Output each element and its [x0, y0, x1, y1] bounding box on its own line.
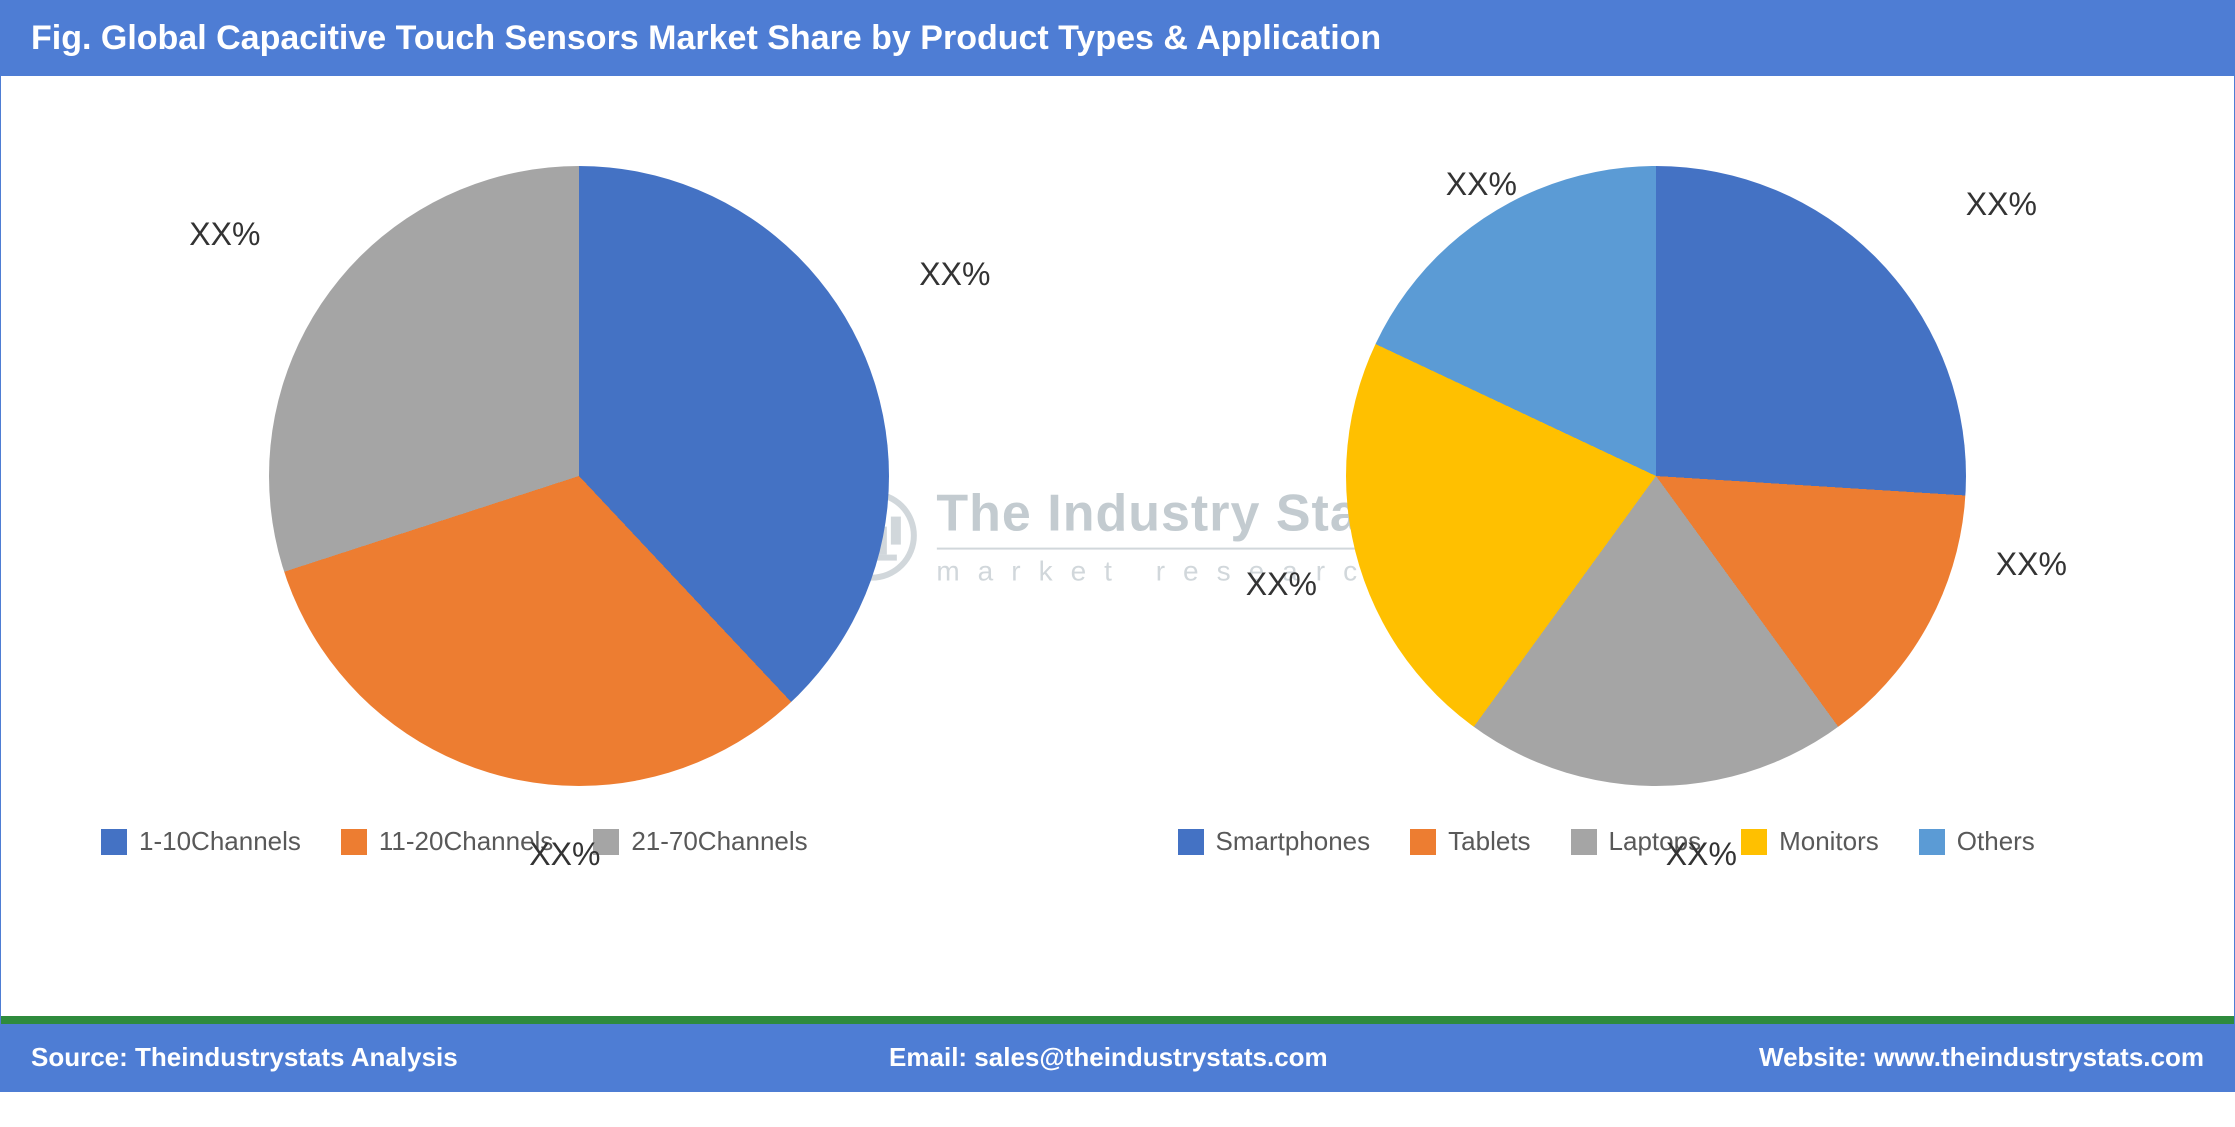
pie-left — [269, 166, 889, 786]
legend-swatch-icon — [341, 829, 367, 855]
legend-item: 21-70Channels — [593, 826, 807, 857]
slice-label: XX% — [1446, 166, 1517, 203]
legend-application: SmartphonesTabletsLaptopsMonitorsOthers — [1118, 786, 2195, 857]
slice-label: XX% — [1246, 566, 1317, 603]
legend-label: 21-70Channels — [631, 826, 807, 857]
legend-item: Monitors — [1741, 826, 1879, 857]
legend-swatch-icon — [1571, 829, 1597, 855]
legend-label: 11-20Channels — [379, 826, 553, 857]
pie-chart-product-types: XX%XX%XX% — [269, 166, 889, 786]
legend-item: Smartphones — [1178, 826, 1371, 857]
footer-source: Source: Theindustrystats Analysis — [31, 1042, 458, 1073]
legend-item: Tablets — [1410, 826, 1530, 857]
legend-item: Others — [1919, 826, 2035, 857]
legend-label: Others — [1957, 826, 2035, 857]
legend-label: Tablets — [1448, 826, 1530, 857]
footer-bar: Source: Theindustrystats Analysis Email:… — [1, 1016, 2234, 1091]
application-panel: XX%XX%XX%XX%XX% SmartphonesTabletsLaptop… — [1118, 106, 2195, 1016]
chart-title: Fig. Global Capacitive Touch Sensors Mar… — [31, 19, 1381, 57]
legend-label: Smartphones — [1216, 826, 1371, 857]
legend-label: 1-10Channels — [139, 826, 301, 857]
legend-swatch-icon — [1410, 829, 1436, 855]
legend-item: 1-10Channels — [101, 826, 301, 857]
slice-label: XX% — [189, 216, 260, 253]
slice-label: XX% — [529, 836, 600, 873]
chart-title-bar: Fig. Global Capacitive Touch Sensors Mar… — [1, 1, 2234, 76]
footer-email: Email: sales@theindustrystats.com — [889, 1042, 1328, 1073]
legend-swatch-icon — [101, 829, 127, 855]
legend-swatch-icon — [1919, 829, 1945, 855]
slice-label: XX% — [919, 256, 990, 293]
charts-area: The Industry Stats market research XX%XX… — [1, 76, 2234, 1016]
legend-swatch-icon — [1178, 829, 1204, 855]
slice-label: XX% — [1966, 186, 2037, 223]
slice-label: XX% — [1666, 836, 1737, 873]
footer-website: Website: www.theindustrystats.com — [1759, 1042, 2204, 1073]
product-types-panel: XX%XX%XX% 1-10Channels11-20Channels21-70… — [41, 106, 1118, 1016]
pie-chart-application: XX%XX%XX%XX%XX% — [1346, 166, 1966, 786]
pie-right — [1346, 166, 1966, 786]
legend-swatch-icon — [1741, 829, 1767, 855]
legend-item: 11-20Channels — [341, 826, 553, 857]
legend-label: Monitors — [1779, 826, 1879, 857]
slice-label: XX% — [1996, 546, 2067, 583]
